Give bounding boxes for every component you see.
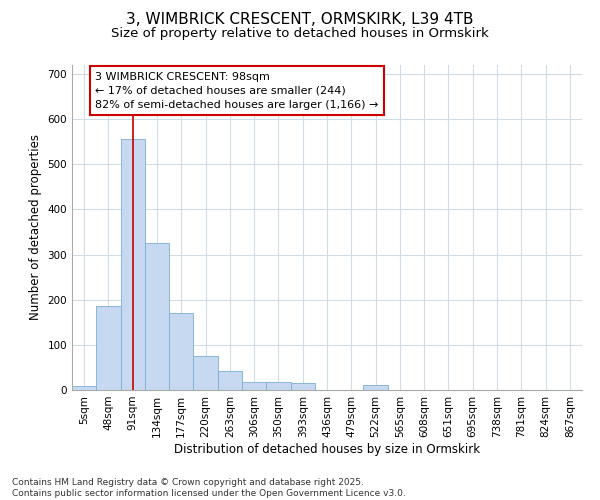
Text: 3 WIMBRICK CRESCENT: 98sqm
← 17% of detached houses are smaller (244)
82% of sem: 3 WIMBRICK CRESCENT: 98sqm ← 17% of deta… bbox=[95, 72, 379, 110]
Text: Contains HM Land Registry data © Crown copyright and database right 2025.
Contai: Contains HM Land Registry data © Crown c… bbox=[12, 478, 406, 498]
Text: Size of property relative to detached houses in Ormskirk: Size of property relative to detached ho… bbox=[111, 28, 489, 40]
Bar bbox=[266, 382, 290, 390]
Bar bbox=[218, 371, 242, 390]
Bar bbox=[121, 140, 145, 390]
Bar bbox=[72, 386, 96, 390]
Bar bbox=[145, 244, 169, 390]
Bar bbox=[169, 314, 193, 390]
Bar bbox=[193, 356, 218, 390]
Bar bbox=[290, 383, 315, 390]
Bar bbox=[96, 306, 121, 390]
Y-axis label: Number of detached properties: Number of detached properties bbox=[29, 134, 42, 320]
X-axis label: Distribution of detached houses by size in Ormskirk: Distribution of detached houses by size … bbox=[174, 442, 480, 456]
Text: 3, WIMBRICK CRESCENT, ORMSKIRK, L39 4TB: 3, WIMBRICK CRESCENT, ORMSKIRK, L39 4TB bbox=[126, 12, 474, 28]
Bar bbox=[242, 382, 266, 390]
Bar bbox=[364, 384, 388, 390]
